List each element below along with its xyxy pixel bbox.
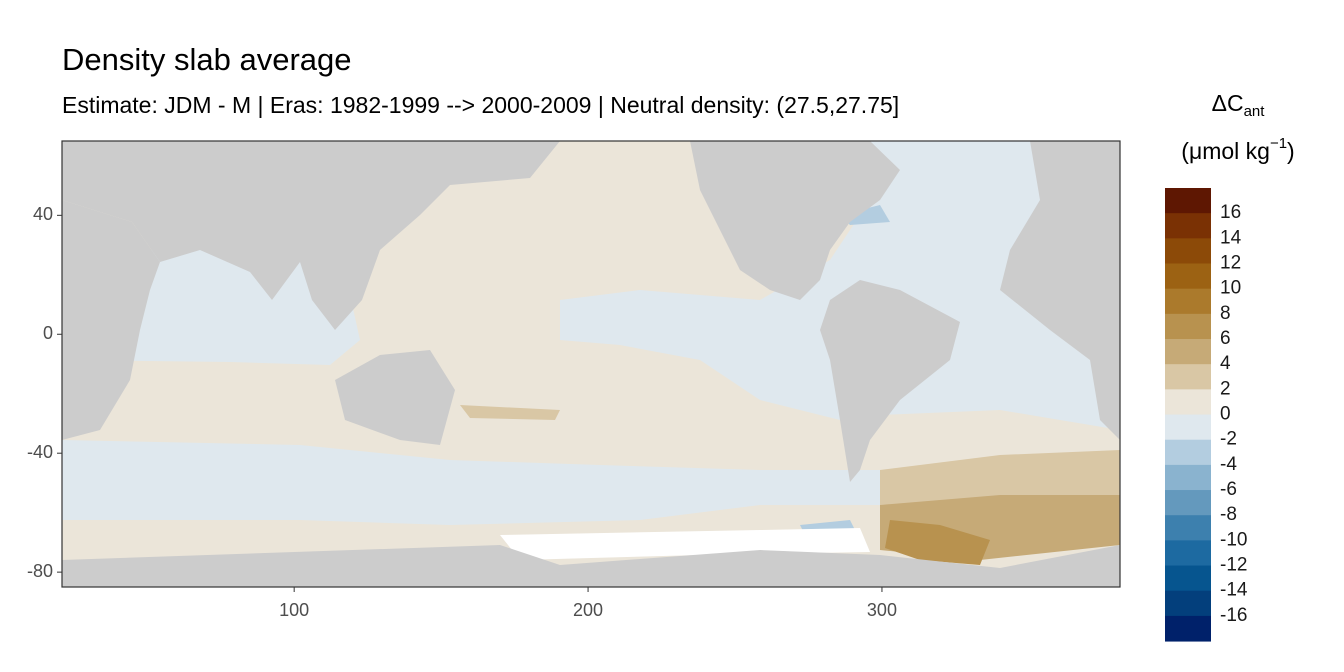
legend-label: -12 bbox=[1220, 555, 1247, 576]
ocean-field bbox=[560, 141, 1120, 440]
land bbox=[335, 350, 455, 445]
legend-key bbox=[1165, 439, 1211, 466]
ocean-field bbox=[880, 450, 1120, 505]
legend-key bbox=[1165, 339, 1211, 365]
legend-label: 14 bbox=[1220, 227, 1242, 248]
legend-label: -6 bbox=[1220, 479, 1237, 500]
legend-key bbox=[1165, 615, 1211, 642]
legend-unit-sup: −1 bbox=[1270, 135, 1287, 152]
land bbox=[62, 545, 1120, 587]
legend-unit: (μmol kg−1) bbox=[1181, 135, 1294, 164]
legend-key bbox=[1165, 464, 1211, 491]
land bbox=[690, 141, 900, 300]
legend-key bbox=[1165, 288, 1211, 315]
x-tick-label: 200 bbox=[573, 600, 603, 620]
legend-label: 8 bbox=[1220, 303, 1231, 324]
legend-label: 12 bbox=[1220, 253, 1241, 274]
legend-label: 16 bbox=[1220, 202, 1241, 223]
legend-label: -16 bbox=[1220, 605, 1247, 626]
legend-label: 6 bbox=[1220, 328, 1231, 349]
legend-label: -10 bbox=[1220, 529, 1247, 550]
legend-label: -2 bbox=[1220, 429, 1237, 450]
legend-key bbox=[1165, 263, 1211, 290]
map bbox=[62, 141, 1120, 587]
x-tick-label: 100 bbox=[279, 600, 309, 620]
legend-label: -4 bbox=[1220, 454, 1237, 475]
ocean-field bbox=[62, 440, 880, 525]
y-tick-label: 40 bbox=[33, 204, 53, 224]
legend-unit-end: ) bbox=[1287, 138, 1295, 164]
legend-key bbox=[1165, 590, 1211, 617]
legend-key bbox=[1165, 188, 1211, 214]
panel-border bbox=[61, 140, 1121, 588]
land bbox=[62, 141, 560, 330]
legend-key bbox=[1165, 490, 1211, 516]
chart-subtitle: Estimate: JDM - M | Eras: 1982-1999 --> … bbox=[62, 92, 899, 118]
legend-unit-main: (μmol kg bbox=[1181, 138, 1270, 164]
legend-key bbox=[1165, 565, 1211, 592]
legend-label: 4 bbox=[1220, 353, 1231, 374]
legend-label: 10 bbox=[1220, 278, 1241, 299]
y-tick-label: -80 bbox=[27, 561, 53, 581]
legend-key bbox=[1165, 414, 1211, 441]
legend-label: 2 bbox=[1220, 378, 1231, 399]
land bbox=[62, 200, 160, 440]
ocean-field bbox=[885, 520, 990, 565]
legend-key bbox=[1165, 238, 1211, 265]
legend-title-main: ΔC bbox=[1212, 90, 1244, 116]
chart-title: Density slab average bbox=[62, 42, 352, 77]
legend-key bbox=[1165, 389, 1211, 416]
legend-key bbox=[1165, 313, 1211, 340]
land bbox=[1000, 141, 1120, 440]
legend-key bbox=[1165, 515, 1211, 541]
y-tick-label: -40 bbox=[27, 442, 53, 462]
legend-label: -8 bbox=[1220, 504, 1237, 525]
legend: ΔCant (μmol kg−1) bbox=[1181, 90, 1294, 164]
y-tick-label: 0 bbox=[43, 323, 53, 343]
legend-key bbox=[1165, 540, 1211, 567]
legend-key bbox=[1165, 213, 1211, 239]
x-tick-label: 300 bbox=[867, 600, 897, 620]
legend-key bbox=[1165, 364, 1211, 390]
legend-label: 0 bbox=[1220, 404, 1231, 425]
legend-label: -14 bbox=[1220, 580, 1248, 601]
land bbox=[820, 280, 960, 482]
legend-title-sub: ant bbox=[1244, 103, 1266, 120]
legend-title: ΔCant bbox=[1212, 90, 1266, 120]
ocean-field bbox=[460, 405, 560, 420]
